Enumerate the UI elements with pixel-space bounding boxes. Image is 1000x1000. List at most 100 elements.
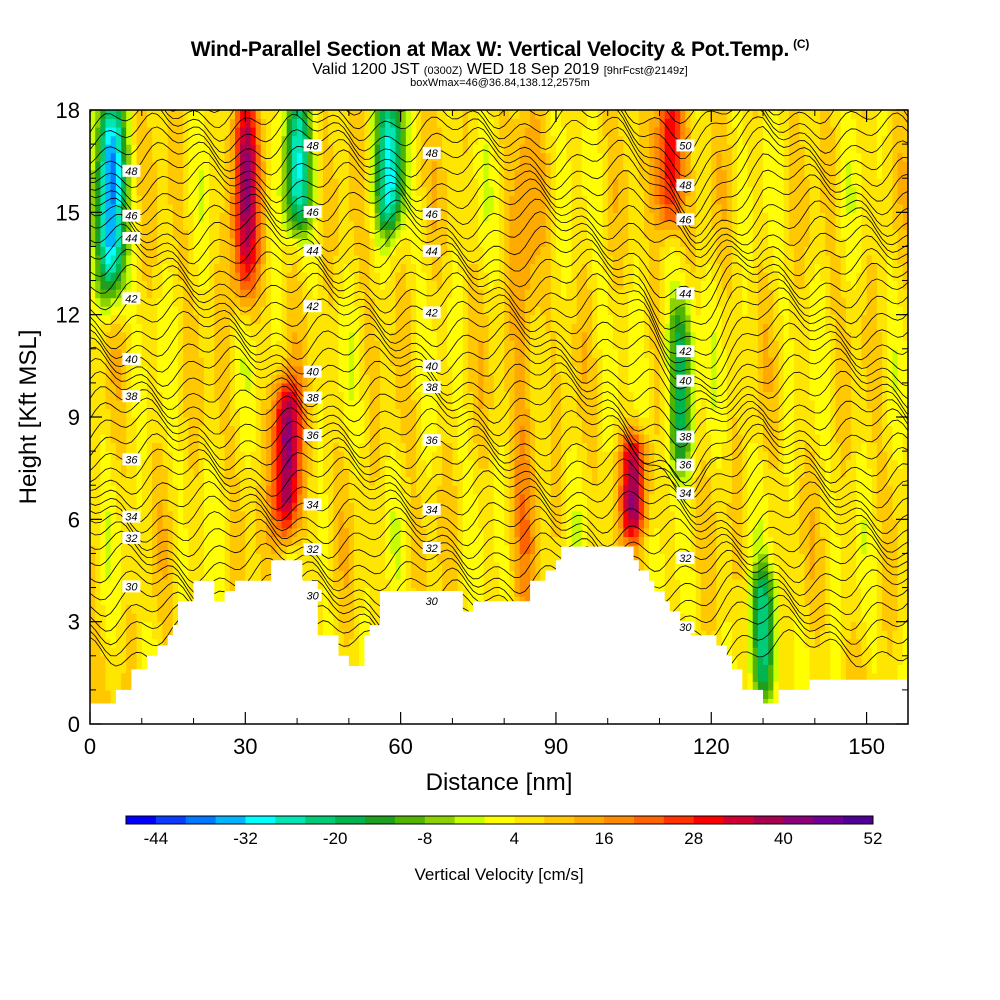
velocity-cell [266,306,272,316]
velocity-cell [136,664,143,674]
velocity-cell [395,434,402,444]
velocity-cell [250,340,257,350]
velocity-cell [198,425,205,435]
velocity-cell [157,203,164,213]
velocity-cell [224,502,231,512]
velocity-cell [286,468,293,478]
velocity-cell [157,331,164,341]
velocity-cell [95,357,101,367]
velocity-cell [276,417,283,427]
velocity-cell [411,297,417,307]
velocity-cell [395,110,402,120]
velocity-cell [348,553,355,563]
velocity-cell [224,476,231,486]
velocity-cell [214,408,221,418]
velocity-cell [442,340,448,350]
velocity-cell [136,468,143,478]
velocity-cell [183,272,189,282]
velocity-cell [416,408,422,418]
velocity-cell [343,638,350,648]
velocity-cell [90,118,96,128]
velocity-cell [245,442,252,452]
velocity-cell [126,613,132,623]
velocity-cell [323,391,329,401]
velocity-cell [436,195,443,205]
velocity-cell [141,664,148,674]
velocity-cell [271,323,277,333]
velocity-cell [281,229,288,239]
velocity-cell [323,562,329,572]
velocity-cell [110,451,117,461]
velocity-cell [364,365,371,375]
velocity-cell [364,604,371,614]
velocity-cell [115,681,122,691]
velocity-cell [323,476,329,486]
velocity-cell [209,110,215,120]
velocity-cell [219,297,226,307]
velocity-cell [172,186,179,196]
velocity-cell [224,442,231,452]
velocity-cell [178,399,184,409]
velocity-cell [354,442,360,452]
velocity-cell [374,451,381,461]
velocity-cell [136,442,143,452]
velocity-cell [302,408,309,418]
velocity-cell [291,127,298,137]
velocity-cell [131,468,138,478]
velocity-cell [359,655,365,665]
velocity-cell [266,451,272,461]
velocity-cell [214,382,221,392]
velocity-cell [317,553,324,563]
velocity-cell [343,186,350,196]
velocity-cell [214,272,221,282]
velocity-cell [291,536,298,546]
velocity-cell [209,127,215,137]
velocity-cell [416,186,422,196]
velocity-cell [426,527,433,537]
velocity-cell [354,570,360,580]
velocity-cell [115,374,122,384]
velocity-cell [421,272,428,282]
velocity-cell [167,630,174,640]
velocity-cell [291,289,298,299]
velocity-cell [317,110,324,120]
velocity-cell [442,272,448,282]
velocity-cell [152,399,158,409]
velocity-cell [95,152,101,162]
velocity-cell [317,476,324,486]
velocity-cell [442,203,448,213]
velocity-cell [276,237,283,247]
velocity-cell [229,434,236,444]
velocity-cell [297,212,303,222]
velocity-cell [105,152,112,162]
velocity-cell [167,493,174,503]
velocity-cell [198,161,205,171]
velocity-cell [385,178,391,188]
velocity-cell [90,527,96,537]
velocity-cell [364,459,371,469]
velocity-cell [146,314,153,324]
velocity-cell [421,186,428,196]
velocity-cell [405,579,412,589]
velocity-cell [90,306,96,316]
velocity-cell [214,451,221,461]
velocity-cell [271,161,277,171]
velocity-cell [141,596,148,606]
velocity-cell [266,110,272,120]
velocity-cell [400,434,407,444]
velocity-cell [193,255,200,265]
velocity-cell [100,664,107,674]
velocity-cell [193,152,200,162]
velocity-cell [115,502,122,512]
velocity-cell [235,255,241,265]
velocity-cell [245,220,252,230]
velocity-cell [260,425,267,435]
velocity-cell [442,391,448,401]
velocity-cell [95,476,101,486]
velocity-cell [152,510,158,520]
velocity-cell [172,391,179,401]
velocity-cell [141,502,148,512]
velocity-cell [312,127,319,137]
velocity-cell [141,647,148,657]
velocity-cell [338,348,345,358]
